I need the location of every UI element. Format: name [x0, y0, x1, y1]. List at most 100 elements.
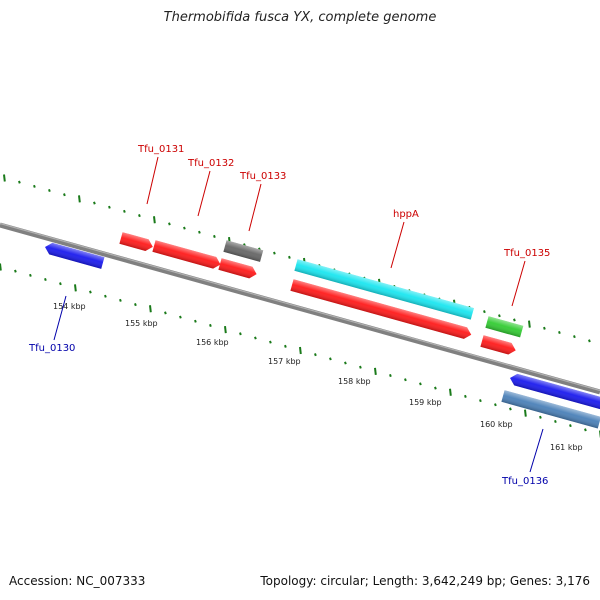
inner-tick — [329, 357, 332, 361]
label-tfu-0131: Tfu_0131 — [137, 144, 184, 155]
outer-tick — [93, 201, 96, 205]
outer-tick — [543, 326, 546, 330]
inner-tick — [14, 269, 17, 273]
leader-tfu-0135 — [511, 260, 526, 307]
gene-hppa-red-arrow-shading — [290, 279, 472, 339]
inner-tick — [464, 394, 467, 398]
gene-tfu-0131[interactable] — [119, 232, 154, 252]
outer-tick — [573, 335, 576, 339]
gene-tfu-0132b-arrow-shading — [218, 258, 257, 279]
inner-tick — [434, 386, 437, 390]
outer-tick — [123, 209, 126, 213]
inner-tick — [29, 273, 32, 277]
inner-tick — [374, 367, 377, 375]
label-hppa: hppA — [393, 209, 419, 220]
outer-tick — [108, 205, 111, 209]
inner-tick — [44, 278, 47, 282]
inner-tick — [119, 298, 122, 302]
inner-tick — [299, 346, 302, 355]
outer-tick — [3, 174, 6, 182]
scale-label-156: 156 kbp — [196, 338, 229, 347]
gene-tfu-0135-red-arrow-shading — [480, 335, 516, 355]
leader-tfu-0133 — [248, 183, 262, 232]
inner-tick — [389, 374, 392, 378]
outer-tick — [63, 193, 66, 197]
inner-tick — [404, 378, 407, 382]
gene-tfu-0136-arrow-shading — [510, 373, 600, 410]
scale-label-154: 154 kbp — [53, 302, 86, 311]
inner-tick — [74, 284, 77, 292]
outer-tick — [558, 330, 561, 334]
gene-tfu-0135-red[interactable] — [480, 335, 517, 356]
gene-tfu-0131-arrow-shading — [119, 232, 153, 251]
inner-tick — [0, 263, 2, 271]
outer-tick — [183, 226, 186, 230]
inner-tick — [314, 353, 317, 357]
label-tfu-0130: Tfu_0130 — [28, 343, 75, 354]
inner-tick — [89, 290, 92, 294]
leader-tfu-0136 — [529, 428, 544, 473]
outer-tick — [138, 214, 141, 218]
gene-tfu-0136[interactable] — [508, 372, 600, 410]
gene-tfu-0132-arrow-shading — [152, 240, 221, 269]
scale-label-159: 159 kbp — [409, 398, 442, 407]
gene-tfu-0130[interactable] — [43, 241, 105, 269]
inner-tick — [524, 409, 527, 417]
gene-hppa[interactable] — [294, 259, 474, 320]
inner-tick — [254, 336, 257, 340]
genome-backbone — [0, 222, 600, 395]
inner-tick — [569, 424, 572, 428]
inner-tick — [584, 428, 587, 432]
accession-text: Accession: NC_007333 — [9, 574, 146, 588]
outer-tick — [288, 255, 291, 259]
map-title: Thermobifida fusca YX, complete genome — [163, 10, 437, 25]
leader-tfu-0130 — [53, 295, 67, 341]
inner-tick — [239, 332, 242, 336]
leader-tfu-0131 — [146, 156, 159, 205]
inner-tick — [419, 382, 422, 386]
inner-tick — [359, 365, 362, 369]
outer-tick — [273, 251, 276, 255]
inner-tick — [554, 419, 557, 423]
genome-stats-text: Topology: circular; Length: 3,642,249 bp… — [260, 574, 590, 588]
scale-label-157: 157 kbp — [268, 357, 301, 366]
scale-label-158: 158 kbp — [338, 377, 371, 386]
outer-tick — [588, 339, 591, 343]
outer-tick — [483, 310, 486, 314]
gene-tfu-0132b[interactable] — [218, 258, 258, 280]
label-tfu-0132: Tfu_0132 — [187, 158, 234, 169]
outer-tick — [78, 195, 81, 203]
inner-tick — [284, 344, 287, 348]
inner-tick — [224, 326, 227, 334]
gene-hppa-bar-shading — [294, 259, 474, 320]
outer-tick — [213, 234, 216, 238]
gene-tfu-0136-steel[interactable] — [501, 390, 600, 429]
gene-tfu-0135[interactable] — [485, 316, 524, 338]
label-tfu-0136: Tfu_0136 — [501, 476, 548, 487]
leader-hppa — [390, 221, 405, 269]
outer-tick — [498, 314, 501, 318]
inner-tick — [479, 399, 482, 403]
gene-hppa-red[interactable] — [290, 279, 472, 340]
gene-tfu-0133[interactable] — [223, 240, 264, 262]
gene-tfu-0135-bar-shading — [485, 316, 524, 338]
inner-tick — [509, 407, 512, 411]
gene-tfu-0136-steel-bar-shading — [501, 390, 600, 429]
gene-tfu-0132[interactable] — [152, 240, 222, 270]
inner-tick — [494, 403, 497, 407]
inner-tick — [134, 303, 137, 307]
inner-tick — [449, 388, 452, 396]
scale-label-160: 160 kbp — [480, 420, 513, 429]
scale-labels: 154 kbp 155 kbp 156 kbp 157 kbp 158 kbp … — [53, 302, 583, 452]
inner-tick-track — [0, 263, 600, 438]
label-tfu-0135: Tfu_0135 — [503, 248, 550, 259]
gene-tfu-0133-bar-shading — [223, 240, 264, 262]
outer-tick — [18, 180, 21, 184]
leader-tfu-0132 — [197, 170, 211, 217]
inner-tick — [269, 340, 272, 344]
inner-tick — [59, 282, 62, 286]
outer-tick — [33, 184, 36, 188]
inner-tick — [164, 311, 167, 315]
inner-tick — [539, 415, 542, 419]
